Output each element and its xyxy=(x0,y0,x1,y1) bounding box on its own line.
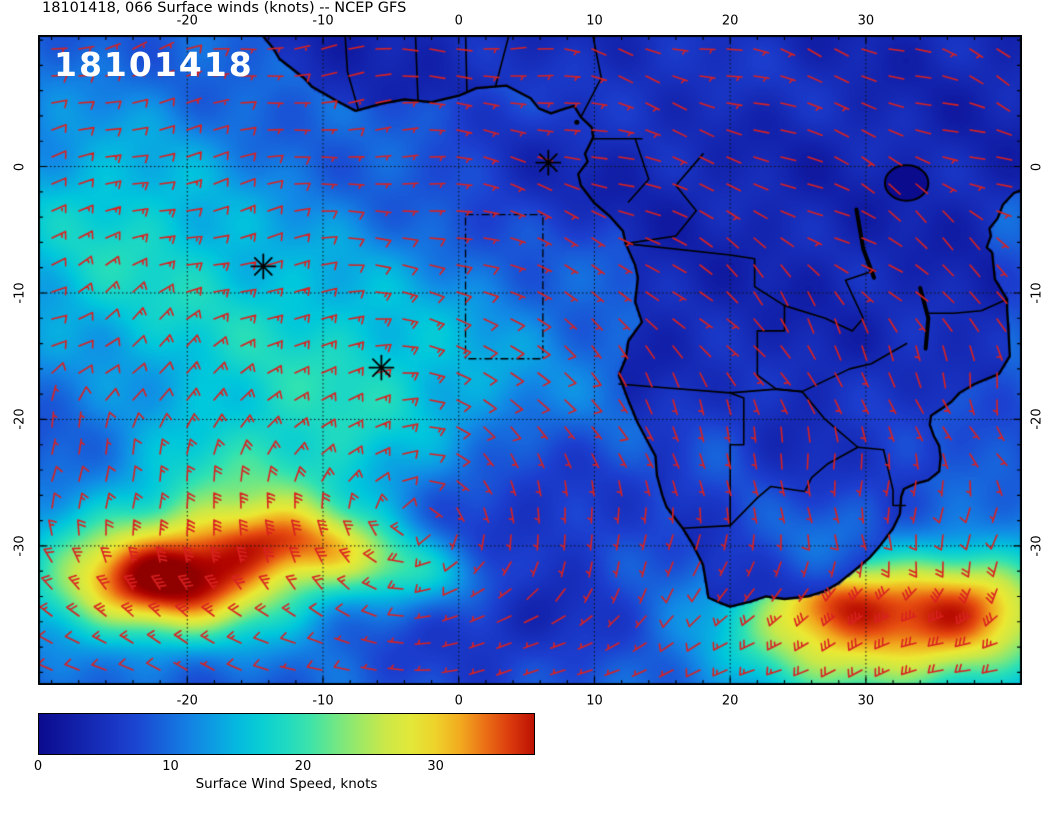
lat-tick-label-right: -20 xyxy=(1029,408,1045,431)
plot-title: 18101418, 066 Surface winds (knots) -- N… xyxy=(42,0,407,16)
lat-tick-label-left: -10 xyxy=(12,282,28,304)
colorbar-tick-label: 10 xyxy=(162,759,179,774)
lon-tick-label-bottom: -20 xyxy=(176,693,198,709)
lon-tick-label-top: -10 xyxy=(312,13,334,29)
map-area: 18101418 xyxy=(38,35,1022,685)
lon-tick-label-bottom: 10 xyxy=(586,693,603,709)
colorbar-gradient xyxy=(38,713,535,755)
colorbar-tick-label: 0 xyxy=(33,759,43,774)
lat-tick-label-right: -30 xyxy=(1029,535,1045,557)
lat-tick-label-left: -30 xyxy=(12,535,28,557)
lon-tick-label-top: 30 xyxy=(857,13,875,29)
colorbar-tick-label: 30 xyxy=(427,759,444,774)
lat-tick-label-right: 0 xyxy=(1029,162,1045,171)
wind-map-canvas xyxy=(38,35,1022,685)
lon-tick-label-bottom: 20 xyxy=(721,693,739,709)
lon-tick-label-bottom: -10 xyxy=(312,693,334,709)
lon-tick-label-top: 10 xyxy=(586,13,603,29)
lon-tick-label-bottom: 30 xyxy=(857,693,875,709)
lat-tick-label-right: -10 xyxy=(1029,282,1045,304)
lat-tick-label-left: 0 xyxy=(12,162,28,171)
lon-tick-label-top: 20 xyxy=(721,13,739,29)
lon-tick-label-top: -20 xyxy=(176,13,198,29)
lon-tick-label-bottom: 0 xyxy=(454,693,463,709)
colorbar-label: Surface Wind Speed, knots xyxy=(195,776,378,792)
run-timestamp-label: 18101418 xyxy=(54,45,254,84)
colorbar-tick-label: 20 xyxy=(294,759,312,774)
lon-tick-label-top: 0 xyxy=(454,13,463,29)
lat-tick-label-left: -20 xyxy=(12,408,28,431)
